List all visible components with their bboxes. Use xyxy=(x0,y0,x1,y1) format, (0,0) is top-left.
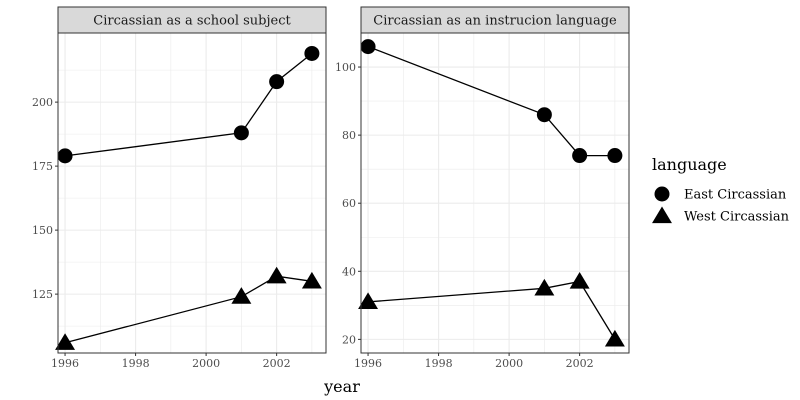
legend: language East Circassian West Circassian xyxy=(652,155,790,225)
data-point xyxy=(607,148,623,164)
y-tick-label: 20 xyxy=(342,333,356,346)
legend-triangle-key xyxy=(652,206,672,224)
y-tick-label: 125 xyxy=(32,288,53,301)
data-point xyxy=(301,271,322,289)
plot-area xyxy=(361,33,629,353)
legend-entry: East Circassian xyxy=(654,186,787,203)
data-point xyxy=(55,333,76,350)
x-tick-label: 1996 xyxy=(354,357,382,370)
series-line xyxy=(65,52,313,157)
data-point xyxy=(231,287,252,304)
legend-entry: West Circassian xyxy=(652,206,790,225)
data-point xyxy=(358,292,379,310)
series-line xyxy=(64,275,312,344)
data-point xyxy=(360,39,376,55)
panel-2: Circassian as an instrucion language 1996… xyxy=(335,6,630,370)
series-line xyxy=(368,280,616,340)
series-line xyxy=(367,45,615,157)
x-tick-label: 2000 xyxy=(192,357,220,370)
data-point xyxy=(57,148,73,164)
y-tick-label: 40 xyxy=(342,265,356,278)
data-point xyxy=(534,278,555,296)
data-point xyxy=(569,272,590,289)
data-point xyxy=(304,45,320,61)
data-point xyxy=(604,329,625,347)
data-point xyxy=(269,74,285,90)
legend-title: language xyxy=(652,155,727,174)
data-point xyxy=(266,266,287,284)
x-tick-label: 2002 xyxy=(566,357,594,370)
panel-title: Circassian as a school subject xyxy=(93,14,291,29)
x-axis-title: year xyxy=(323,377,360,396)
plot-area xyxy=(58,33,326,353)
y-tick-label: 60 xyxy=(342,197,356,210)
y-tick-label: 100 xyxy=(335,61,356,74)
panel-title: Circassian as an instrucion language xyxy=(373,14,617,29)
y-tick-label: 200 xyxy=(32,96,53,109)
data-point xyxy=(572,148,588,164)
x-tick-label: 2000 xyxy=(495,357,523,370)
legend-label: East Circassian xyxy=(684,188,787,203)
x-tick-label: 1998 xyxy=(122,357,150,370)
panel-border xyxy=(360,32,630,354)
y-tick-label: 80 xyxy=(342,129,356,142)
panel-border xyxy=(57,32,327,354)
x-tick-label: 1998 xyxy=(425,357,453,370)
y-tick-label: 150 xyxy=(32,224,53,237)
y-tick-label: 175 xyxy=(32,160,53,173)
panel-1: Circassian as a school subject 1996 1998 20… xyxy=(32,6,327,370)
data-point xyxy=(536,107,552,123)
legend-label: West Circassian xyxy=(684,210,790,225)
legend-circle-key xyxy=(654,186,670,202)
data-point xyxy=(233,125,249,141)
x-tick-label: 1996 xyxy=(51,357,79,370)
x-tick-label: 2002 xyxy=(263,357,291,370)
strip-background xyxy=(57,6,327,34)
